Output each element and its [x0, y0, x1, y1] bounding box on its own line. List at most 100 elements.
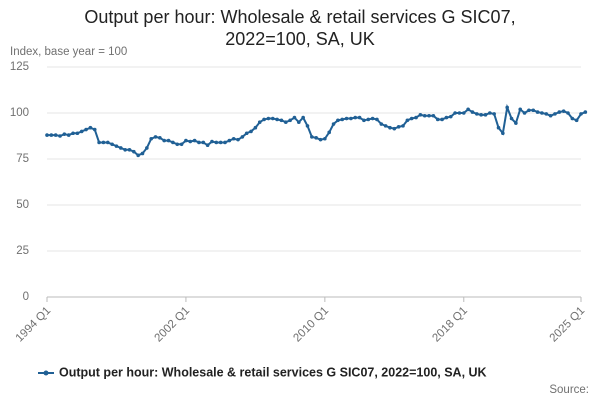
- point: [553, 112, 557, 116]
- point: [323, 136, 327, 141]
- point: [110, 142, 114, 147]
- point: [279, 118, 284, 123]
- point: [514, 121, 518, 125]
- point: [58, 134, 62, 138]
- point: [396, 125, 401, 129]
- point: [301, 115, 305, 120]
- point: [218, 140, 223, 145]
- point: [214, 140, 219, 145]
- point: [166, 138, 171, 143]
- point: [392, 126, 397, 131]
- point: [197, 140, 201, 145]
- point: [158, 136, 162, 140]
- point: [45, 133, 49, 137]
- point: [266, 116, 271, 121]
- point: [184, 138, 188, 143]
- point: [353, 115, 358, 120]
- point: [192, 138, 197, 143]
- point: [88, 125, 93, 130]
- point: [92, 127, 97, 132]
- point: [366, 117, 371, 122]
- point: [483, 113, 488, 117]
- point: [101, 140, 106, 145]
- point: [123, 148, 127, 152]
- point: [548, 113, 553, 118]
- y-axis-label: Index, base year = 100: [10, 46, 127, 58]
- point: [227, 138, 232, 143]
- point: [223, 140, 227, 145]
- point: [145, 146, 149, 150]
- point: [448, 114, 453, 119]
- point: [370, 116, 375, 121]
- point: [140, 151, 145, 156]
- point: [84, 127, 88, 132]
- point: [288, 118, 292, 123]
- point: [422, 113, 427, 118]
- point: [492, 112, 496, 116]
- point: [357, 115, 362, 120]
- y-tick-label: 50: [16, 199, 29, 211]
- point: [318, 137, 323, 142]
- source: Source:: [549, 384, 589, 396]
- point: [427, 113, 431, 118]
- point: [236, 137, 240, 142]
- series-line: [47, 103, 586, 157]
- y-tick-label: 75: [16, 153, 29, 165]
- point: [405, 118, 410, 123]
- point: [444, 115, 449, 120]
- point: [240, 135, 245, 139]
- point: [331, 122, 336, 126]
- point: [544, 112, 549, 116]
- point: [75, 131, 80, 136]
- point: [509, 116, 514, 121]
- point: [522, 111, 527, 115]
- point: [62, 132, 67, 136]
- point: [488, 111, 492, 115]
- point: [262, 117, 266, 122]
- chart-title: Output per hour: Wholesale & retail serv…: [84, 7, 516, 49]
- point: [153, 135, 158, 139]
- point: [336, 118, 340, 123]
- point: [79, 129, 84, 134]
- point: [149, 136, 153, 141]
- point: [527, 108, 531, 113]
- point: [475, 112, 479, 116]
- point: [349, 116, 353, 121]
- point: [466, 107, 470, 112]
- point: [535, 110, 540, 114]
- point: [505, 105, 509, 110]
- point: [344, 116, 349, 121]
- point: [479, 113, 483, 117]
- point: [457, 111, 462, 115]
- point: [132, 149, 136, 154]
- point: [375, 117, 379, 122]
- point: [340, 117, 345, 122]
- point: [566, 111, 570, 115]
- point: [283, 120, 288, 124]
- point: [188, 139, 193, 144]
- point: [253, 125, 258, 130]
- point: [418, 113, 423, 117]
- point: [453, 111, 457, 115]
- point: [583, 110, 588, 114]
- point: [136, 153, 140, 158]
- point: [579, 112, 583, 116]
- point: [71, 131, 75, 136]
- point: [561, 109, 566, 113]
- point: [275, 117, 279, 122]
- point: [127, 148, 132, 152]
- point: [297, 120, 301, 124]
- point: [470, 110, 475, 114]
- point: [501, 131, 505, 136]
- point: [205, 143, 210, 147]
- point: [310, 135, 314, 139]
- point: [179, 142, 184, 147]
- point: [162, 138, 167, 143]
- x-tick-label: 1994 Q1: [14, 305, 54, 345]
- point: [244, 131, 249, 136]
- point: [461, 111, 466, 115]
- point: [270, 116, 275, 121]
- point: [440, 117, 444, 122]
- point: [105, 140, 110, 145]
